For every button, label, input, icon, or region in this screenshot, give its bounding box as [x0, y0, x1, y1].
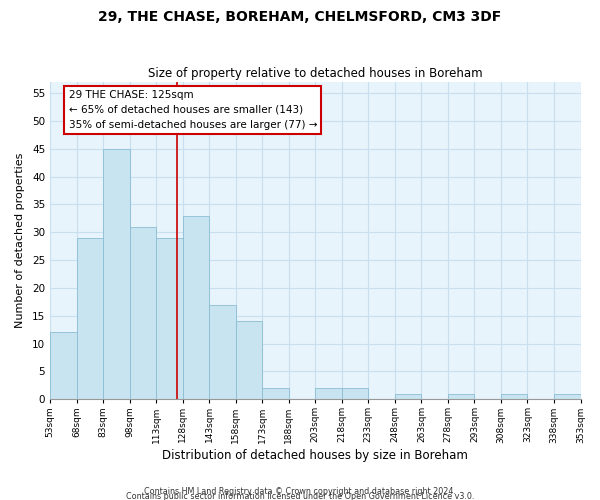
- Bar: [342, 388, 368, 399]
- Y-axis label: Number of detached properties: Number of detached properties: [15, 153, 25, 328]
- Bar: [130, 226, 156, 399]
- Bar: [209, 304, 236, 399]
- X-axis label: Distribution of detached houses by size in Boreham: Distribution of detached houses by size …: [163, 450, 468, 462]
- Bar: [395, 394, 421, 399]
- Bar: [448, 394, 475, 399]
- Text: Contains public sector information licensed under the Open Government Licence v3: Contains public sector information licen…: [126, 492, 474, 500]
- Bar: [315, 388, 342, 399]
- Bar: [77, 238, 103, 399]
- Bar: [156, 238, 182, 399]
- Bar: [182, 216, 209, 399]
- Text: Contains HM Land Registry data © Crown copyright and database right 2024.: Contains HM Land Registry data © Crown c…: [144, 486, 456, 496]
- Bar: [103, 149, 130, 399]
- Title: Size of property relative to detached houses in Boreham: Size of property relative to detached ho…: [148, 66, 482, 80]
- Bar: [236, 322, 262, 399]
- Text: 29 THE CHASE: 125sqm
← 65% of detached houses are smaller (143)
35% of semi-deta: 29 THE CHASE: 125sqm ← 65% of detached h…: [68, 90, 317, 130]
- Bar: [50, 332, 77, 399]
- Bar: [501, 394, 527, 399]
- Text: 29, THE CHASE, BOREHAM, CHELMSFORD, CM3 3DF: 29, THE CHASE, BOREHAM, CHELMSFORD, CM3 …: [98, 10, 502, 24]
- Bar: [554, 394, 581, 399]
- Bar: [262, 388, 289, 399]
